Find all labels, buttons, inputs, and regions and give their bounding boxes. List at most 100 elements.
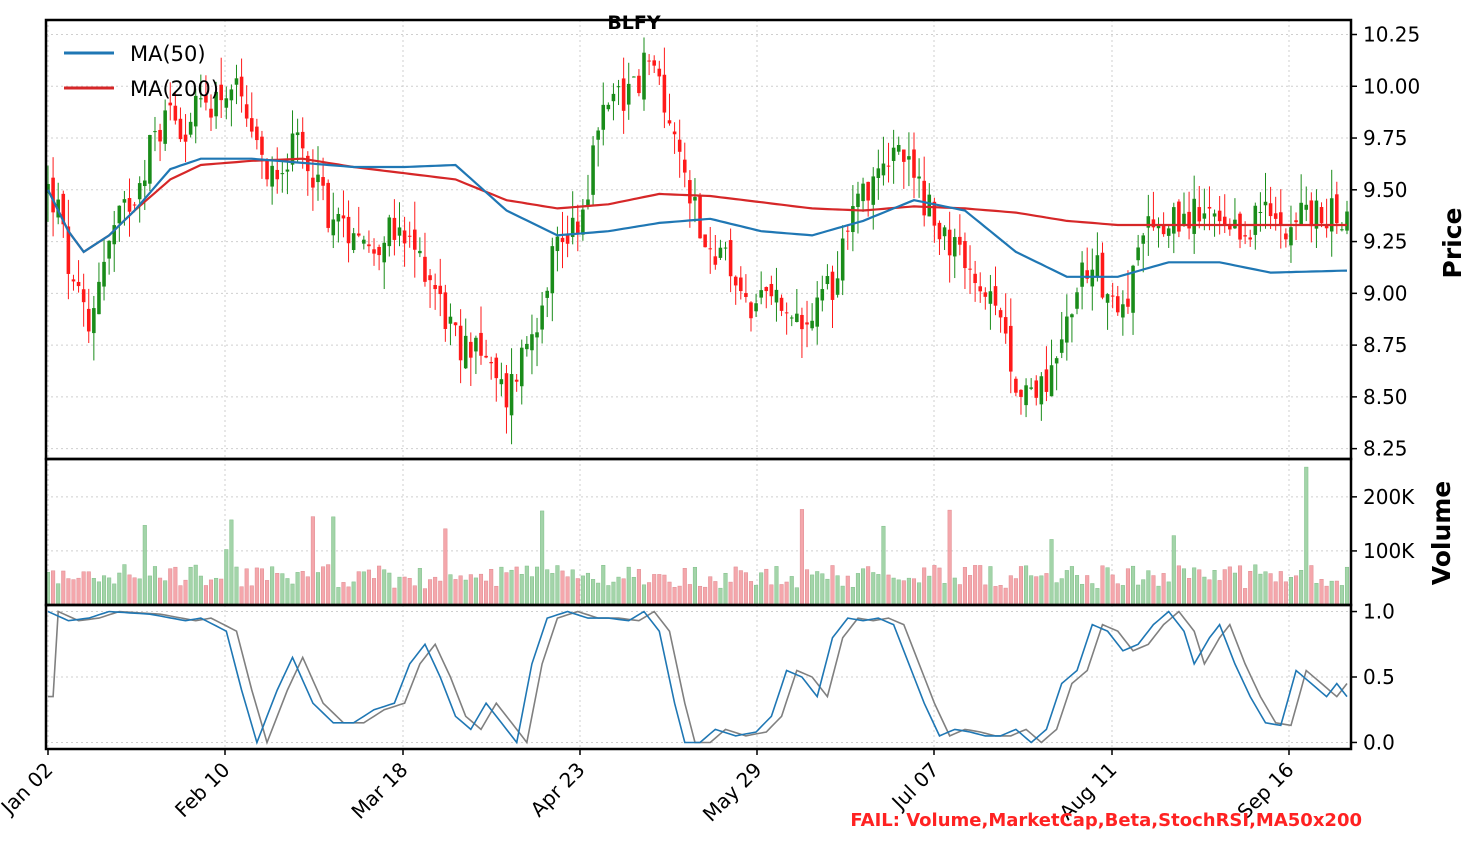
ma50-line (47, 157, 1348, 278)
candle-body (1029, 387, 1033, 389)
candle-body (759, 290, 763, 298)
candle-body (845, 230, 850, 232)
candle-body (886, 165, 891, 167)
candle-body (998, 310, 1003, 318)
volume-bar (580, 575, 585, 606)
candle-body (438, 285, 443, 295)
volume-bar (1171, 535, 1176, 606)
volume-bar (91, 578, 96, 606)
volume-bar (377, 565, 382, 606)
candle-body (1289, 227, 1293, 246)
candle-body (632, 76, 636, 78)
volume-bar (1136, 584, 1141, 606)
candle-body (1248, 237, 1252, 240)
volume-bars (45, 466, 1350, 606)
volume-bar (1176, 565, 1181, 606)
candle-body (693, 197, 697, 201)
candle-body (1131, 265, 1135, 313)
candle-body (978, 286, 983, 292)
volume-bar (433, 576, 438, 606)
volume-bar (535, 566, 540, 606)
candle-body (1100, 252, 1105, 298)
volume-bar (698, 585, 703, 606)
candle-body (428, 275, 432, 281)
volume-bar (1080, 583, 1085, 606)
volume-bar (458, 575, 463, 606)
candle-body (1299, 202, 1303, 225)
candle-body (295, 132, 300, 136)
candle-body (968, 268, 972, 270)
volume-bar (417, 568, 422, 606)
volume-bar (550, 573, 555, 606)
candle-body (733, 276, 738, 286)
price-tick-label: 8.50 (1363, 385, 1408, 409)
candle-body (810, 320, 814, 329)
volume-bar (626, 566, 631, 606)
volume-bar (738, 570, 743, 606)
candle-body (947, 229, 952, 256)
volume-bar (371, 578, 377, 606)
candle-body (769, 283, 774, 297)
volume-bar (866, 566, 871, 606)
volume-bar (214, 577, 219, 606)
volume-bar (356, 571, 361, 606)
volume-bar (484, 580, 489, 606)
volume-bar (871, 572, 876, 606)
volume-tick-labels: 100K 200K (1351, 485, 1415, 563)
volume-bar (270, 566, 275, 606)
candle-body (601, 104, 606, 130)
x-tick-label: Apr 23 (526, 758, 590, 822)
candle-body (1314, 200, 1319, 229)
candle-body (1273, 213, 1278, 219)
volume-bar (295, 572, 300, 606)
price-tick-label: 8.75 (1363, 333, 1408, 357)
candle-body (912, 149, 916, 178)
volume-bar (504, 572, 509, 606)
legend-label-ma200: MA(200) (130, 77, 219, 101)
volume-bar (1085, 575, 1090, 606)
candle-body (377, 246, 381, 256)
candle-body (1304, 204, 1309, 210)
candle-body (1207, 206, 1212, 209)
volume-bar (514, 566, 519, 606)
candle-body (107, 240, 111, 259)
candle-body (173, 105, 178, 121)
volume-bar (983, 584, 988, 606)
volume-bar (891, 577, 896, 606)
candle-body (983, 292, 988, 297)
stoch-tick-label: 0.0 (1363, 730, 1395, 754)
volume-bar (1329, 580, 1334, 606)
volume-bar (193, 564, 198, 606)
volume-bar (886, 574, 891, 606)
candle-body (917, 176, 921, 179)
volume-bar (142, 525, 147, 606)
volume-bar (968, 575, 973, 606)
volume-bar (789, 576, 794, 606)
candle-body (550, 246, 555, 294)
volume-bar (962, 567, 967, 606)
candle-body (1085, 270, 1089, 279)
candle-body (820, 289, 825, 301)
candle-body (336, 213, 341, 222)
volume-bar (1151, 575, 1156, 606)
volume-bar (764, 568, 769, 606)
volume-bar (804, 569, 810, 606)
volume-bar (667, 581, 672, 606)
volume-bar (575, 578, 580, 606)
candle-body (1090, 269, 1095, 287)
candle-body (713, 256, 718, 265)
volume-bar (519, 574, 524, 606)
stoch-grid (46, 605, 1351, 749)
candle-body (1024, 385, 1028, 406)
candle-body (723, 247, 728, 249)
candle-body (224, 98, 229, 108)
legend: MA(50) MA(200) (64, 42, 219, 101)
volume-bar (254, 567, 259, 606)
candle-body (402, 230, 407, 244)
candle-body (1151, 219, 1156, 228)
candle-body (739, 277, 743, 292)
price-tick-label: 10.00 (1363, 74, 1420, 98)
volume-bar (468, 574, 473, 606)
candle-body (576, 221, 580, 234)
candle-body (92, 308, 96, 334)
